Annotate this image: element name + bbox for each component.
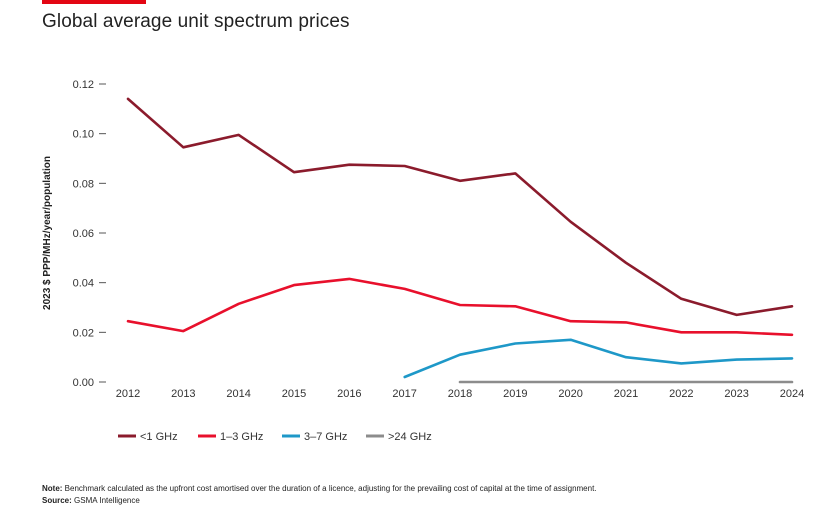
legend-label: <1 GHz — [140, 431, 178, 443]
footnote: Note: Benchmark calculated as the upfron… — [42, 483, 597, 507]
legend: <1 GHz 1–3 GHz 3–7 GHz >24 GHz — [118, 431, 432, 443]
note-text: Benchmark calculated as the upfront cost… — [62, 484, 597, 493]
note-line: Note: Benchmark calculated as the upfron… — [42, 483, 597, 495]
y-tick-label: 0.06 — [73, 228, 94, 240]
series-line-2 — [403, 338, 794, 379]
source-line: Source: GSMA Intelligence — [42, 495, 597, 507]
x-tick-label: 2022 — [669, 388, 693, 400]
y-axis: 0.00 0.02 0.04 0.06 0.08 0.10 0.12 — [73, 79, 106, 389]
x-tick-label: 2015 — [282, 388, 306, 400]
x-tick-label: 2020 — [558, 388, 582, 400]
legend-label: >24 GHz — [388, 431, 432, 443]
x-axis: 2012 2013 2014 2015 2016 2017 2018 2019 2020 2021… — [116, 388, 804, 400]
series-line-1 — [126, 277, 794, 337]
note-label: Note: — [42, 484, 63, 493]
series-line-0 — [126, 97, 794, 317]
x-tick-label: 2016 — [337, 388, 361, 400]
x-tick-label: 2014 — [226, 388, 250, 400]
x-tick-label: 2013 — [171, 388, 195, 400]
y-tick-label: 0.10 — [73, 129, 94, 141]
y-tick-label: 0.02 — [73, 327, 94, 339]
x-tick-label: 2019 — [503, 388, 527, 400]
x-tick-label: 2017 — [392, 388, 416, 400]
y-tick-label: 0.12 — [73, 79, 94, 91]
brand-accent-bar — [42, 0, 146, 4]
x-tick-label: 2024 — [780, 388, 804, 400]
legend-label: 3–7 GHz — [304, 431, 347, 443]
x-tick-label: 2023 — [724, 388, 748, 400]
line-chart: 0.000.020.040.060.080.100.12 2012 2013 201… — [42, 79, 804, 443]
y-axis-label: 2023 $ PPP/MHz/year/population — [42, 156, 53, 310]
y-tick-label: 0.00 — [73, 377, 94, 389]
source-text: GSMA Intelligence — [71, 496, 140, 505]
series-layer — [126, 97, 794, 384]
x-tick-label: 2012 — [116, 388, 140, 400]
y-tick-label: 0.04 — [73, 278, 94, 290]
y-tick-label: 0.08 — [73, 178, 94, 190]
x-tick-label: 2021 — [614, 388, 638, 400]
legend-label: 1–3 GHz — [220, 431, 263, 443]
source-label: Source: — [42, 496, 72, 505]
x-tick-label: 2018 — [448, 388, 472, 400]
chart-title: Global average unit spectrum prices — [42, 11, 350, 32]
